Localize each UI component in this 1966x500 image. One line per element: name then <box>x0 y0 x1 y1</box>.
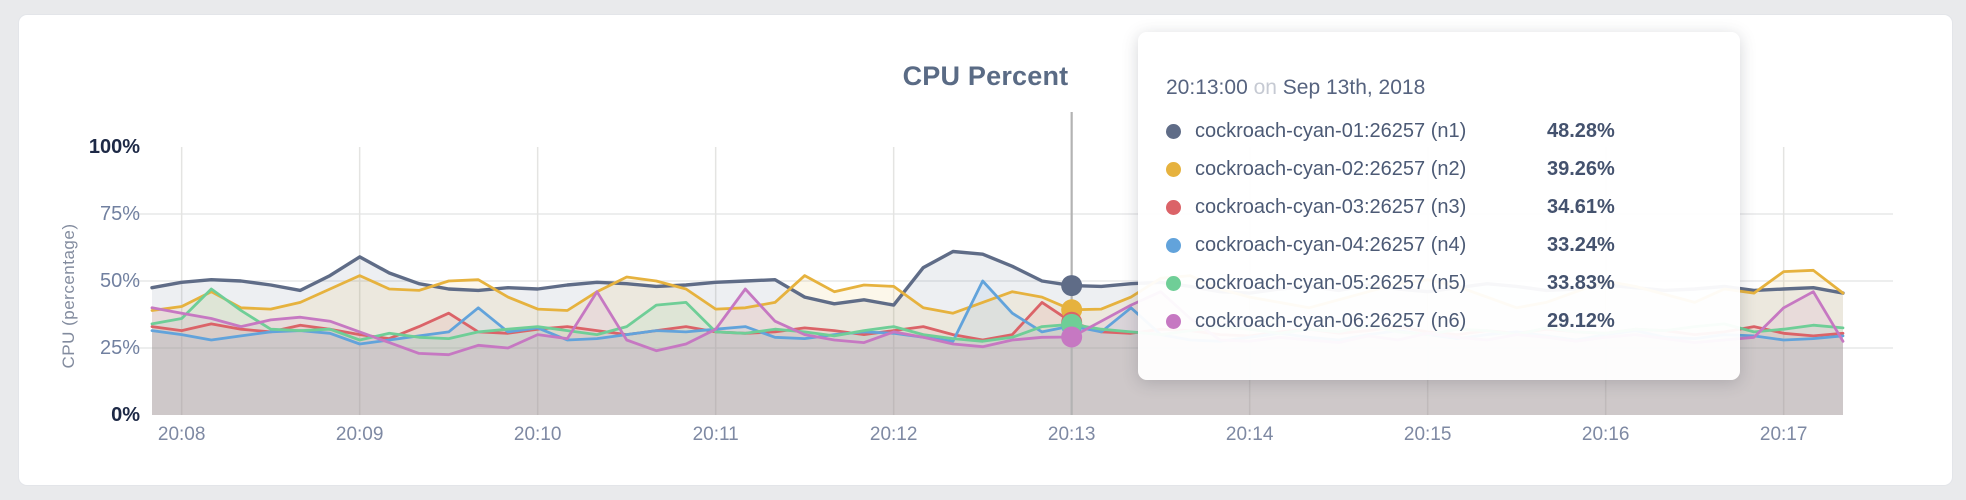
tooltip-header: 20:13:00 on Sep 13th, 2018 <box>1166 76 1710 100</box>
series-color-dot-icon <box>1166 275 1181 291</box>
tooltip-series-value: 29.12% <box>1547 309 1615 332</box>
tooltip-series-label: cockroach-cyan-06:26257 (n6) <box>1195 309 1467 332</box>
tooltip-row: cockroach-cyan-03:26257 (n3) 34.61% <box>1166 188 1710 226</box>
series-color-dot-icon <box>1166 313 1181 329</box>
x-tick-label: 20:13 <box>1047 424 1096 445</box>
x-tick-label: 20:16 <box>1581 424 1630 445</box>
series-area-n6 <box>152 289 1843 415</box>
y-tick-label: 25% <box>99 337 140 359</box>
hover-tooltip: 20:13:00 on Sep 13th, 2018 cockroach-cya… <box>1138 32 1740 380</box>
tooltip-series-value: 48.28% <box>1547 119 1615 142</box>
y-tick-label: 100% <box>88 136 140 158</box>
y-tick-label: 75% <box>99 203 140 225</box>
tooltip-series-label: cockroach-cyan-03:26257 (n3) <box>1195 195 1467 218</box>
series-color-dot-icon <box>1166 237 1181 253</box>
y-tick-label: 0% <box>111 404 140 426</box>
tooltip-conjunction: on <box>1253 76 1277 99</box>
x-tick-label: 20:12 <box>869 424 918 445</box>
x-tick-label: 20:14 <box>1225 424 1274 445</box>
tooltip-series-label: cockroach-cyan-05:26257 (n5) <box>1195 271 1467 294</box>
x-tick-label: 20:15 <box>1403 424 1452 445</box>
tooltip-row: cockroach-cyan-01:26257 (n1) 48.28% <box>1166 112 1710 150</box>
x-tick-label: 20:08 <box>157 424 206 445</box>
series-color-dot-icon <box>1166 199 1181 215</box>
chart-title: CPU Percent <box>902 61 1069 91</box>
x-tick-label: 20:10 <box>513 424 562 445</box>
tooltip-row: cockroach-cyan-02:26257 (n2) 39.26% <box>1166 150 1710 188</box>
tooltip-series-label: cockroach-cyan-02:26257 (n2) <box>1195 157 1467 180</box>
series-color-dot-icon <box>1166 161 1181 177</box>
tooltip-series-label: cockroach-cyan-01:26257 (n1) <box>1195 119 1467 142</box>
series-area-n5 <box>152 289 1843 415</box>
x-tick-label: 20:11 <box>692 424 739 445</box>
tooltip-series-label: cockroach-cyan-04:26257 (n4) <box>1195 233 1467 256</box>
tooltip-row: cockroach-cyan-06:26257 (n6) 29.12% <box>1166 302 1710 340</box>
tooltip-series-value: 39.26% <box>1547 157 1615 180</box>
x-tick-label: 20:17 <box>1759 424 1808 445</box>
tooltip-series-value: 34.61% <box>1547 195 1615 218</box>
tooltip-time: 20:13:00 <box>1166 76 1248 99</box>
tooltip-rows: cockroach-cyan-01:26257 (n1) 48.28% cockro… <box>1166 112 1710 340</box>
hover-point-n6 <box>1061 326 1083 348</box>
tooltip-series-value: 33.24% <box>1547 233 1615 256</box>
tooltip-date: Sep 13th, 2018 <box>1282 76 1426 99</box>
x-tick-label: 20:09 <box>335 424 384 445</box>
tooltip-row: cockroach-cyan-04:26257 (n4) 33.24% <box>1166 226 1710 264</box>
series-area-n4 <box>152 281 1843 415</box>
y-tick-label: 50% <box>99 270 140 292</box>
series-color-dot-icon <box>1166 123 1181 139</box>
tooltip-row: cockroach-cyan-05:26257 (n5) 33.83% <box>1166 264 1710 302</box>
hover-point-n1 <box>1061 275 1083 297</box>
tooltip-series-value: 33.83% <box>1547 271 1615 294</box>
